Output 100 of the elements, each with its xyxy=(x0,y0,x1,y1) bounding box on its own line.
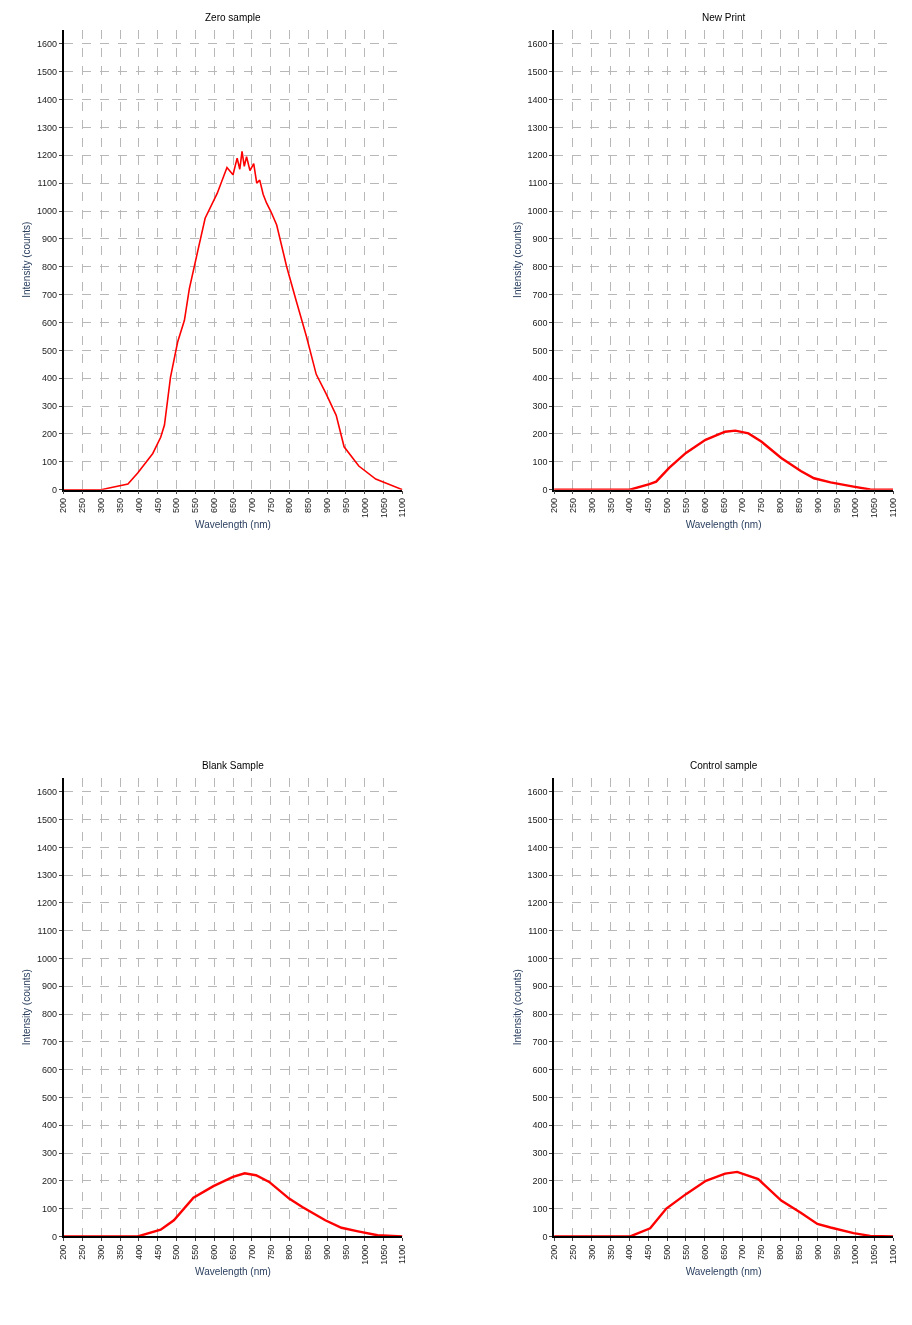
y-tick-label: 100 xyxy=(532,1203,548,1214)
x-tick-label: 350 xyxy=(114,1244,125,1260)
x-tick-label: 500 xyxy=(171,498,182,514)
chart-title: Blank Sample xyxy=(202,760,265,771)
y-tick-label: 1300 xyxy=(36,870,57,881)
x-tick-label: 700 xyxy=(246,1244,257,1260)
x-tick-label: 300 xyxy=(586,1244,597,1260)
x-tick-label: 750 xyxy=(265,1244,276,1260)
x-tick-label: 350 xyxy=(605,1244,616,1260)
y-tick-label: 400 xyxy=(41,1120,57,1131)
y-tick-label: 1200 xyxy=(527,150,548,161)
x-tick-label: 1100 xyxy=(888,498,899,518)
x-tick-label: 550 xyxy=(680,1244,691,1260)
y-tick-label: 200 xyxy=(41,429,57,440)
y-tick-label: 1300 xyxy=(527,122,548,133)
x-tick-label: 800 xyxy=(284,1244,295,1260)
x-tick-label: 650 xyxy=(227,1244,238,1260)
x-tick-label: 450 xyxy=(152,1244,163,1260)
x-tick-label: 1000 xyxy=(359,498,370,519)
x-tick-label: 500 xyxy=(662,1244,673,1260)
x-tick-label: 450 xyxy=(643,1244,654,1260)
x-tick-label: 600 xyxy=(209,1244,220,1260)
y-tick-label: 1600 xyxy=(527,38,548,49)
y-tick-label: 1300 xyxy=(527,870,548,881)
y-axis-title: Intensity (counts) xyxy=(512,969,524,1046)
x-tick-label: 1100 xyxy=(397,1244,408,1265)
x-tick-label: 600 xyxy=(699,1244,710,1260)
y-tick-label: 500 xyxy=(41,345,57,356)
y-tick-label: 1000 xyxy=(527,953,548,964)
x-tick-label: 400 xyxy=(624,1244,635,1260)
x-tick-label: 900 xyxy=(322,1244,333,1260)
x-tick-label: 400 xyxy=(624,498,635,514)
x-tick-label: 1050 xyxy=(869,1244,880,1265)
y-tick-label: 200 xyxy=(532,1175,548,1186)
y-tick-label: 300 xyxy=(41,1148,57,1159)
y-tick-label: 400 xyxy=(532,1120,548,1131)
x-tick-label: 1000 xyxy=(850,498,861,519)
x-tick-label: 850 xyxy=(303,498,314,514)
x-tick-label: 700 xyxy=(737,1244,748,1260)
y-tick-label: 500 xyxy=(532,345,548,356)
y-tick-label: 300 xyxy=(532,401,548,412)
x-tick-label: 500 xyxy=(171,1244,182,1260)
x-tick-label: 850 xyxy=(793,498,804,514)
x-tick-label: 750 xyxy=(756,498,767,514)
x-tick-label: 550 xyxy=(680,498,691,514)
x-tick-label: 600 xyxy=(209,498,220,514)
x-tick-label: 950 xyxy=(340,498,351,514)
y-tick-label: 200 xyxy=(41,1175,57,1186)
x-tick-label: 1050 xyxy=(869,498,880,519)
x-tick-label: 1050 xyxy=(378,1244,389,1265)
y-tick-label: 800 xyxy=(41,1009,57,1020)
x-tick-label: 900 xyxy=(812,498,823,514)
y-tick-label: 1100 xyxy=(528,178,548,189)
y-tick-label: 1200 xyxy=(36,898,57,909)
x-tick-label: 650 xyxy=(718,1244,729,1260)
y-tick-label: 1100 xyxy=(528,925,548,936)
y-tick-label: 1600 xyxy=(36,786,57,797)
y-tick-label: 0 xyxy=(542,1231,548,1242)
y-tick-label: 1300 xyxy=(36,122,57,133)
x-tick-label: 800 xyxy=(284,498,295,514)
x-tick-label: 450 xyxy=(152,498,163,514)
x-tick-label: 400 xyxy=(133,498,144,514)
y-tick-label: 1100 xyxy=(37,925,57,936)
x-tick-label: 950 xyxy=(831,1244,842,1260)
x-tick-label: 500 xyxy=(662,498,673,514)
y-tick-label: 900 xyxy=(41,981,57,992)
x-tick-label: 350 xyxy=(114,498,125,514)
y-tick-label: 500 xyxy=(41,1092,57,1103)
y-tick-label: 0 xyxy=(51,484,57,495)
y-tick-label: 1100 xyxy=(37,178,57,189)
y-tick-label: 1500 xyxy=(36,814,57,825)
x-tick-label: 800 xyxy=(775,1244,786,1260)
y-tick-label: 1500 xyxy=(527,66,548,77)
chart-title: New Print xyxy=(702,12,746,23)
y-tick-label: 1200 xyxy=(527,898,548,909)
x-tick-label: 800 xyxy=(775,498,786,514)
y-tick-label: 1600 xyxy=(527,786,548,797)
x-tick-label: 1000 xyxy=(359,1244,370,1265)
y-tick-label: 1200 xyxy=(36,150,57,161)
y-axis-title: Intensity (counts) xyxy=(21,221,33,298)
y-tick-label: 1500 xyxy=(527,814,548,825)
x-tick-label: 1100 xyxy=(888,1244,899,1265)
y-tick-label: 400 xyxy=(532,373,548,384)
x-tick-label: 300 xyxy=(96,1244,107,1260)
x-tick-label: 950 xyxy=(831,498,842,514)
x-tick-label: 300 xyxy=(586,498,597,514)
x-axis-title: Wavelength (nm) xyxy=(195,1265,271,1277)
x-tick-label: 1100 xyxy=(397,498,408,518)
x-tick-label: 450 xyxy=(643,498,654,514)
y-tick-label: 100 xyxy=(41,1203,57,1214)
y-axis-title: Intensity (counts) xyxy=(21,969,33,1046)
y-tick-label: 400 xyxy=(41,373,57,384)
y-tick-label: 100 xyxy=(41,456,57,467)
y-tick-label: 600 xyxy=(532,317,548,328)
x-tick-label: 900 xyxy=(812,1244,823,1260)
x-tick-label: 700 xyxy=(246,498,257,514)
y-tick-label: 600 xyxy=(41,317,57,328)
x-tick-label: 250 xyxy=(77,498,88,514)
y-tick-label: 1400 xyxy=(36,94,57,105)
y-tick-label: 0 xyxy=(542,484,548,495)
